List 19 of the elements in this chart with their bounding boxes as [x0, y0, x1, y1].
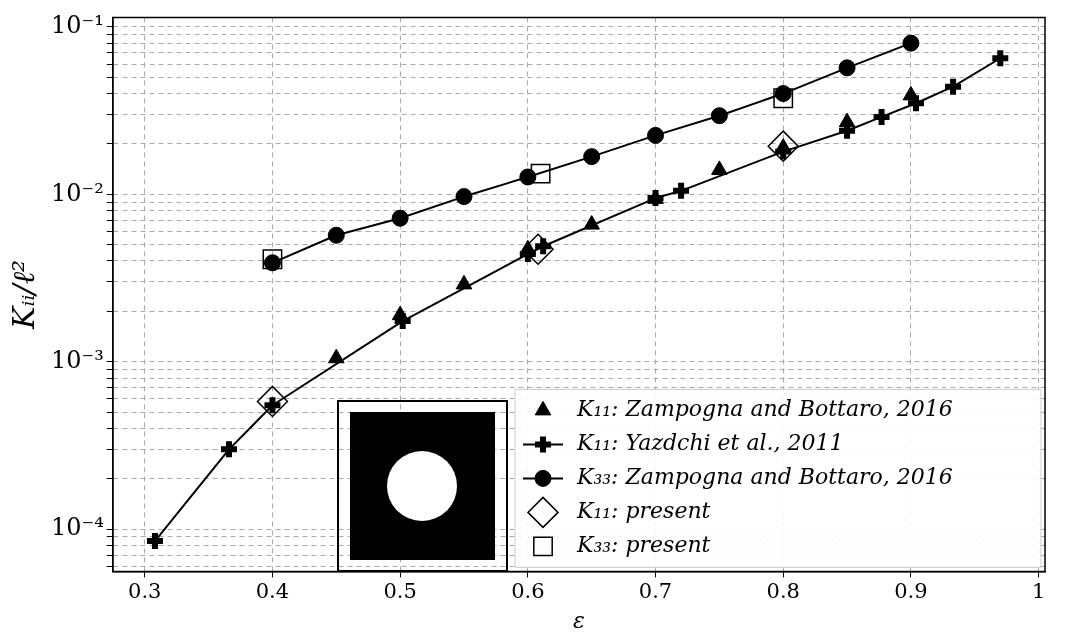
y-tick-label: 10⁻³ — [51, 346, 104, 375]
x-tick-label: 0.7 — [638, 579, 673, 604]
x-tick-label: 0.5 — [383, 579, 417, 604]
y-tick-label: 10⁻⁴ — [51, 513, 104, 542]
x-tick-label: 0.4 — [255, 579, 290, 604]
x-axis-title: ε — [573, 607, 585, 633]
y-tick-label: 10⁻¹ — [51, 11, 104, 40]
x-tick-label: 0.6 — [511, 579, 545, 604]
x-tick-label: 0.3 — [128, 579, 162, 604]
legend-label: K₃₃: Zampogna and Bottaro, 2016 — [576, 464, 953, 490]
legend-label: K₁₁: present — [576, 498, 711, 524]
y-axis-title: Kᵢᵢ/ℓ² — [5, 259, 41, 330]
legend-label: K₁₁: Zampogna and Bottaro, 2016 — [576, 396, 953, 422]
legend-label: K₁₁: Yazdchi et al., 2011 — [576, 430, 844, 456]
x-tick-label: 0.9 — [894, 579, 928, 604]
x-tick-label: 0.8 — [766, 579, 800, 604]
y-tick-label: 10⁻² — [51, 178, 104, 207]
x-tick-label: 1 — [1031, 579, 1046, 604]
legend-label: K₃₃: present — [576, 532, 711, 558]
